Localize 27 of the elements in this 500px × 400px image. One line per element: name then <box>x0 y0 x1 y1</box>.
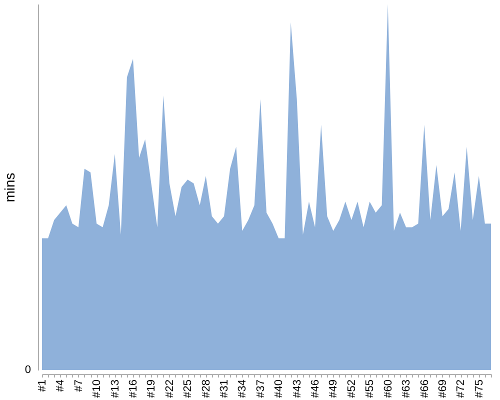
x-tick-label: #75 <box>473 380 486 398</box>
x-tick-label: #10 <box>91 380 104 398</box>
y-axis-title: mins <box>2 172 18 202</box>
x-tick-label: #60 <box>382 380 394 398</box>
x-tick-label: #69 <box>436 380 449 398</box>
x-tick-label: #55 <box>364 380 376 398</box>
x-tick-label: #16 <box>128 380 140 398</box>
x-tick-label: #19 <box>146 380 158 398</box>
x-tick-label: #66 <box>418 380 431 398</box>
x-tick-label: #46 <box>310 380 322 398</box>
x-tick-label: #4 <box>54 380 67 392</box>
x-tick-label: #28 <box>200 380 212 398</box>
x-tick-label: #1 <box>36 380 48 392</box>
x-tick-label: #31 <box>218 380 231 398</box>
x-tick-label: #43 <box>291 380 304 398</box>
x-tick-label: #34 <box>236 380 249 398</box>
x-tick-label: #13 <box>109 380 122 398</box>
x-tick-label: #49 <box>328 380 340 398</box>
x-tick-label: #37 <box>254 380 267 398</box>
x-tick-label: #22 <box>164 380 176 398</box>
text: 0 <box>24 364 31 376</box>
x-tick-label: #63 <box>400 380 413 398</box>
x-tick-label: #52 <box>346 380 358 398</box>
x-tick-label: #7 <box>72 380 85 392</box>
x-tick-label: #25 <box>182 380 194 398</box>
x-tick-label: #40 <box>273 380 286 398</box>
x-tick-label: #72 <box>455 380 468 398</box>
